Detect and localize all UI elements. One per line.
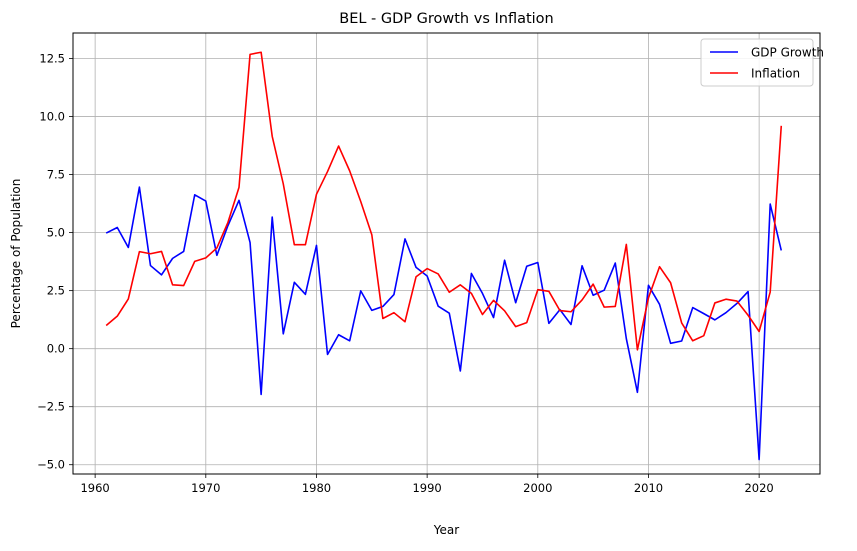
legend-gdp-growth-label: GDP Growth [751,46,824,60]
gridlines [73,33,820,474]
chart-title: BEL - GDP Growth vs Inflation [339,11,554,27]
legend-inflation-label: Inflation [751,67,800,81]
y-tick-label: 5.0 [47,226,65,240]
x-axis-ticks: 1960 1970 1980 1990 2000 2010 2020 [80,474,774,495]
x-tick-label: 1960 [80,481,109,495]
inflation-line [105,51,783,351]
y-axis-label: Percentage of Population [9,179,23,329]
plot-area-frame [72,32,821,475]
x-tick-label: 2020 [744,481,773,495]
x-axis-label: Year [433,523,459,537]
y-tick-label: 7.5 [47,168,65,182]
y-tick-label: −2.5 [37,400,65,414]
y-tick-label: −5.0 [37,458,65,472]
legend: GDP Growth Inflation [700,38,824,87]
y-tick-label: 12.5 [39,52,65,66]
y-axis-ticks: −5.0 −2.5 0.0 2.5 5.0 7.5 10.0 12.5 [37,52,73,472]
x-tick-label: 2010 [634,481,663,495]
x-tick-label: 1980 [302,481,331,495]
gdp-growth-line [105,186,783,461]
y-tick-label: 0.0 [47,342,65,356]
x-tick-label: 1990 [412,481,441,495]
x-tick-label: 1970 [191,481,220,495]
series-lines [105,51,783,461]
y-tick-label: 10.0 [39,110,65,124]
x-tick-label: 2000 [523,481,552,495]
legend-box [700,38,814,87]
y-tick-label: 2.5 [47,284,65,298]
